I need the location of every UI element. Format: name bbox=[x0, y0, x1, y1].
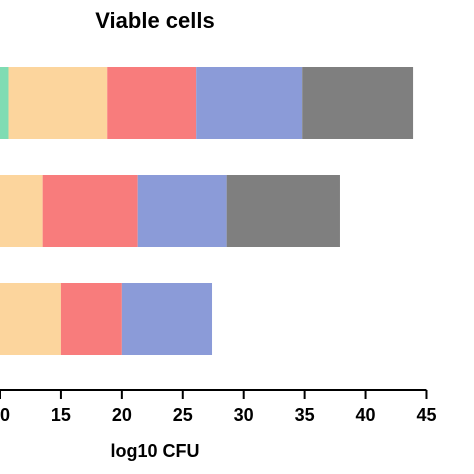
x-tick-label: 15 bbox=[51, 405, 71, 425]
bar-segment bbox=[0, 175, 43, 247]
bar-segment bbox=[42, 175, 138, 247]
bar-segment bbox=[0, 283, 61, 355]
bar-segment bbox=[226, 175, 340, 247]
x-tick-label: 10 bbox=[0, 405, 10, 425]
bar-segment bbox=[107, 67, 197, 139]
x-tick-label: 20 bbox=[112, 405, 132, 425]
bar-segment bbox=[137, 175, 227, 247]
bar-segment bbox=[302, 67, 414, 139]
x-tick-label: 30 bbox=[234, 405, 254, 425]
bar-segment bbox=[0, 67, 9, 139]
bar-segment bbox=[8, 67, 108, 139]
bar-segment bbox=[121, 283, 213, 355]
x-axis-label: log10 CFU bbox=[110, 441, 199, 461]
x-tick-label: 45 bbox=[416, 405, 436, 425]
chart-title: Viable cells bbox=[95, 8, 214, 33]
x-tick-label: 35 bbox=[295, 405, 315, 425]
bar-segment bbox=[196, 67, 303, 139]
x-tick-label: 40 bbox=[356, 405, 376, 425]
x-tick-label: 25 bbox=[173, 405, 193, 425]
bar-segment bbox=[60, 283, 122, 355]
